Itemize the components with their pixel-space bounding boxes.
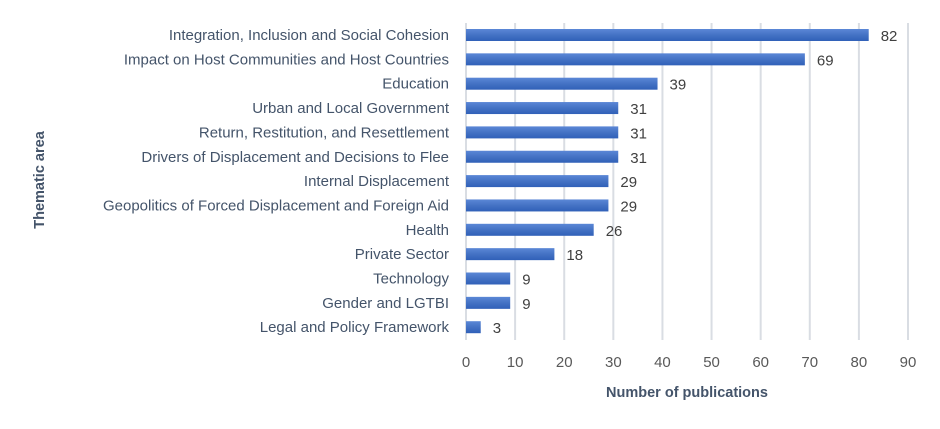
- category-label: Legal and Policy Framework: [260, 319, 450, 336]
- x-tick-label: 30: [605, 354, 622, 371]
- bar: [466, 150, 619, 163]
- data-label: 82: [881, 28, 898, 45]
- category-label: Drivers of Displacement and Decisions to…: [141, 149, 449, 166]
- category-label: Technology: [373, 271, 449, 288]
- category-labels: Integration, Inclusion and Social Cohesi…: [103, 27, 450, 336]
- data-labels: 82 69 39 31 31 31 29 29 26 18 9 9 3: [493, 28, 898, 337]
- category-label: Education: [382, 76, 449, 93]
- bar: [466, 29, 869, 41]
- bar: [466, 199, 609, 212]
- category-label: Gender and LGTBI: [322, 295, 449, 312]
- bar: [466, 248, 555, 261]
- x-tick-label: 60: [752, 354, 769, 371]
- x-tick-label: 90: [900, 354, 917, 371]
- bar: [466, 126, 619, 139]
- data-label: 29: [620, 198, 637, 215]
- category-label: Health: [406, 222, 449, 239]
- data-label: 69: [817, 52, 834, 69]
- x-tick-labels: 0 10 20 30 40 50 60 70 80 90: [462, 354, 917, 371]
- category-label: Impact on Host Communities and Host Coun…: [124, 51, 449, 68]
- category-label: Integration, Inclusion and Social Cohesi…: [169, 27, 449, 44]
- data-label: 31: [630, 150, 647, 167]
- x-tick-label: 70: [801, 354, 818, 371]
- bar: [466, 272, 511, 285]
- data-label: 31: [630, 125, 647, 142]
- bars: [466, 29, 869, 334]
- bar: [466, 296, 511, 309]
- category-label: Geopolitics of Forced Displacement and F…: [103, 197, 449, 214]
- data-label: 29: [620, 174, 637, 191]
- x-tick-label: 20: [556, 354, 573, 371]
- bar: [466, 102, 619, 115]
- category-label: Urban and Local Government: [252, 100, 450, 117]
- data-label: 9: [522, 296, 530, 313]
- gridlines: [465, 23, 909, 340]
- category-label: Private Sector: [355, 246, 449, 263]
- x-tick-label: 0: [462, 354, 470, 371]
- data-label: 31: [630, 101, 647, 118]
- bar: [466, 175, 609, 188]
- data-label: 3: [493, 320, 501, 337]
- category-label: Return, Restitution, and Resettlement: [199, 124, 450, 141]
- x-axis-title: Number of publications: [606, 385, 768, 401]
- data-label: 26: [606, 223, 623, 240]
- x-tick-label: 80: [851, 354, 868, 371]
- data-label: 39: [670, 77, 687, 94]
- bar: [466, 77, 658, 90]
- x-tick-label: 10: [507, 354, 524, 371]
- data-label: 9: [522, 272, 530, 289]
- x-tick-label: 50: [703, 354, 720, 371]
- y-axis-title: Thematic area: [32, 130, 48, 228]
- data-label: 18: [566, 247, 583, 264]
- bar: [466, 53, 805, 66]
- bar: [466, 321, 481, 334]
- bar: [466, 223, 594, 236]
- category-label: Internal Displacement: [304, 173, 450, 190]
- x-tick-label: 40: [654, 354, 671, 371]
